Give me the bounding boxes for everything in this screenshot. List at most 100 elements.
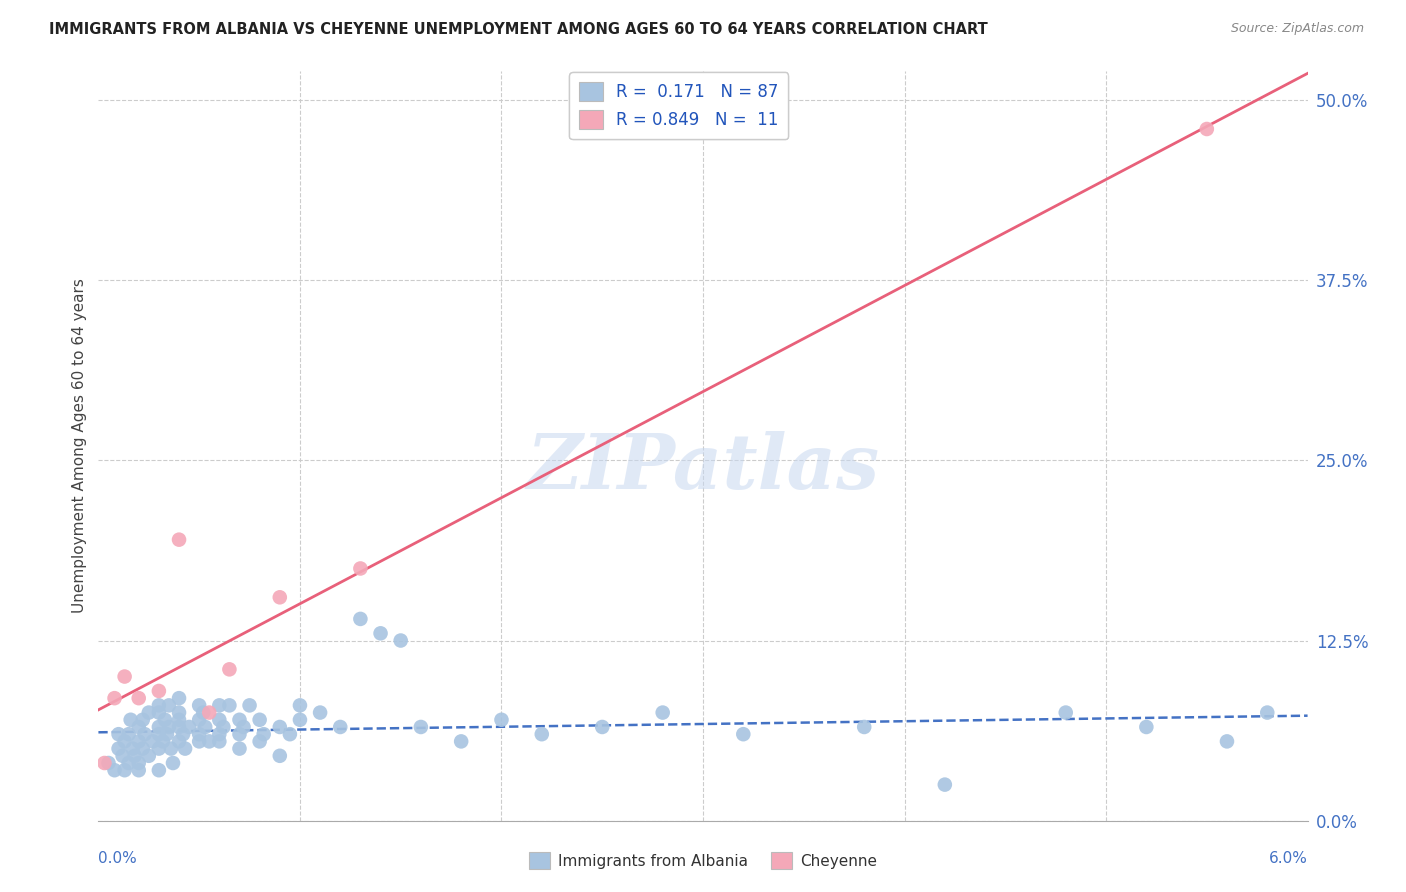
Point	[853, 720, 876, 734]
Point	[128, 691, 150, 706]
Point	[172, 727, 194, 741]
Point	[138, 748, 160, 763]
Point	[288, 713, 311, 727]
Text: 6.0%: 6.0%	[1268, 851, 1308, 866]
Point	[114, 763, 136, 777]
Point	[208, 698, 231, 713]
Point	[167, 706, 190, 720]
Point	[128, 734, 150, 748]
Point	[228, 713, 250, 727]
Point	[370, 626, 392, 640]
Point	[232, 720, 254, 734]
Point	[1256, 706, 1278, 720]
Point	[188, 734, 211, 748]
Point	[167, 720, 190, 734]
Point	[269, 720, 291, 734]
Point	[530, 727, 553, 741]
Point	[142, 734, 165, 748]
Point	[193, 706, 215, 720]
Point	[239, 698, 262, 713]
Point	[188, 698, 211, 713]
Point	[132, 713, 155, 727]
Point	[934, 778, 956, 792]
Point	[198, 706, 221, 720]
Point	[188, 713, 211, 727]
Point	[114, 669, 136, 683]
Point	[174, 741, 197, 756]
Point	[167, 533, 190, 547]
Point	[208, 727, 231, 741]
Point	[107, 727, 129, 741]
Point	[450, 734, 472, 748]
Legend: Immigrants from Albania, Cheyenne: Immigrants from Albania, Cheyenne	[523, 846, 883, 875]
Point	[249, 713, 271, 727]
Point	[212, 720, 235, 734]
Point	[228, 727, 250, 741]
Point	[132, 741, 155, 756]
Point	[349, 612, 371, 626]
Point	[188, 727, 211, 741]
Point	[156, 727, 179, 741]
Point	[103, 691, 125, 706]
Point	[1195, 122, 1218, 136]
Point	[138, 706, 160, 720]
Point	[591, 720, 613, 734]
Text: Source: ZipAtlas.com: Source: ZipAtlas.com	[1230, 22, 1364, 36]
Point	[153, 713, 176, 727]
Point	[162, 756, 184, 770]
Point	[1135, 720, 1157, 734]
Point	[167, 713, 190, 727]
Point	[157, 698, 180, 713]
Point	[128, 763, 150, 777]
Point	[278, 727, 301, 741]
Point	[128, 720, 150, 734]
Point	[148, 727, 170, 741]
Point	[253, 727, 276, 741]
Point	[329, 720, 352, 734]
Point	[349, 561, 371, 575]
Point	[389, 633, 412, 648]
Point	[148, 706, 170, 720]
Text: ZIPatlas: ZIPatlas	[526, 432, 880, 506]
Point	[148, 741, 170, 756]
Point	[288, 698, 311, 713]
Point	[121, 741, 143, 756]
Point	[218, 698, 240, 713]
Legend: R =  0.171   N = 87, R = 0.849   N =  11: R = 0.171 N = 87, R = 0.849 N = 11	[569, 72, 789, 139]
Point	[409, 720, 432, 734]
Point	[97, 756, 120, 770]
Point	[107, 741, 129, 756]
Point	[167, 691, 190, 706]
Point	[218, 662, 240, 676]
Point	[491, 713, 513, 727]
Point	[103, 763, 125, 777]
Point	[1054, 706, 1077, 720]
Point	[160, 741, 183, 756]
Point	[208, 713, 231, 727]
Point	[124, 748, 146, 763]
Point	[148, 698, 170, 713]
Point	[114, 734, 136, 748]
Point	[111, 748, 134, 763]
Point	[134, 727, 156, 741]
Point	[148, 720, 170, 734]
Point	[157, 720, 180, 734]
Point	[118, 756, 141, 770]
Point	[269, 591, 291, 605]
Point	[148, 763, 170, 777]
Point	[179, 720, 201, 734]
Point	[269, 748, 291, 763]
Point	[1216, 734, 1239, 748]
Point	[148, 684, 170, 698]
Point	[167, 734, 190, 748]
Point	[93, 756, 115, 770]
Point	[651, 706, 673, 720]
Point	[733, 727, 755, 741]
Point	[249, 734, 271, 748]
Y-axis label: Unemployment Among Ages 60 to 64 years: Unemployment Among Ages 60 to 64 years	[72, 278, 87, 614]
Point	[208, 734, 231, 748]
Point	[118, 727, 141, 741]
Point	[198, 734, 221, 748]
Point	[194, 720, 217, 734]
Point	[128, 756, 150, 770]
